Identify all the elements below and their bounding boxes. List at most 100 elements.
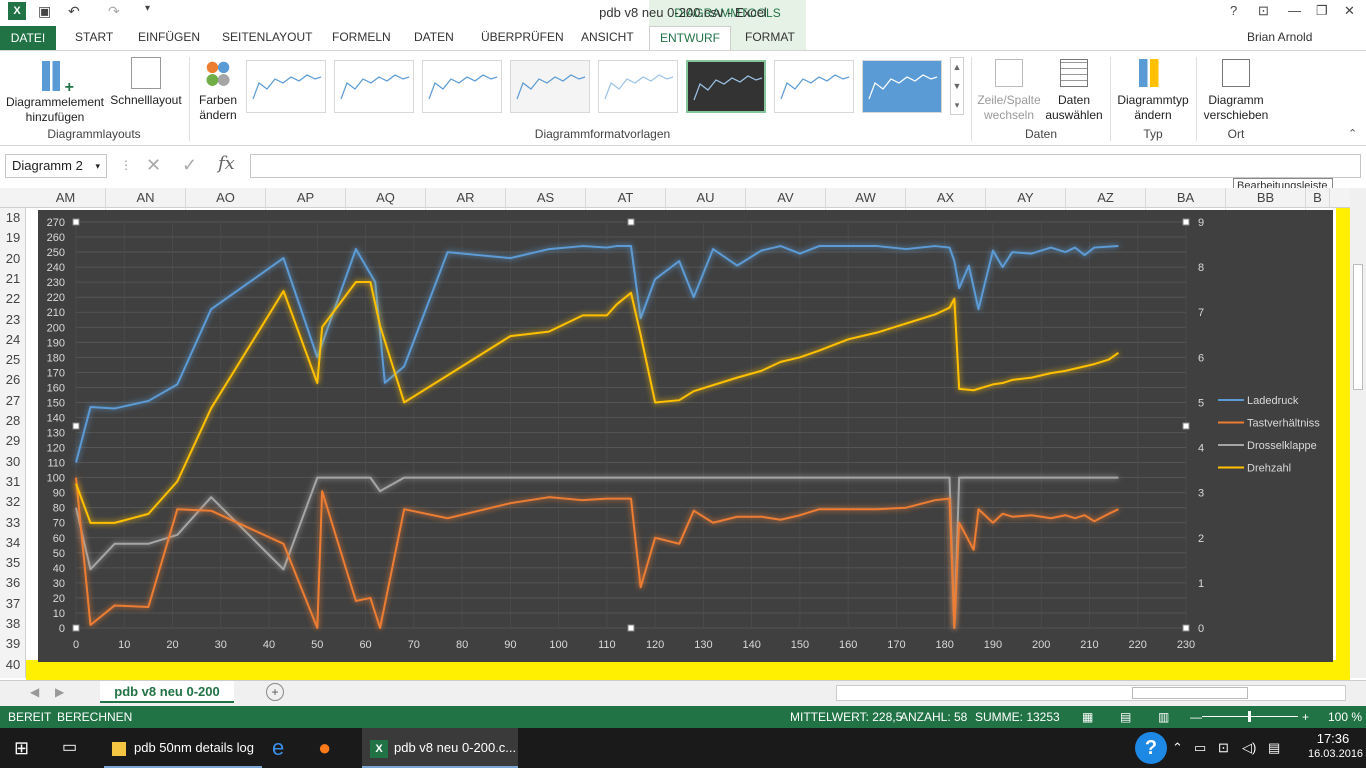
row-header[interactable]: 28 xyxy=(5,413,21,428)
tab-insert[interactable]: EINFÜGEN xyxy=(138,30,201,44)
column-header[interactable]: AO xyxy=(186,188,266,208)
prev-sheet-icon[interactable]: ◀ xyxy=(30,685,40,699)
chart[interactable]: 0 10 20 30 40 50 60 70 80 90 100 110 120 130 140 150 160… xyxy=(38,210,1333,662)
tab-page-layout[interactable]: SEITENLAYOUT xyxy=(222,30,313,44)
clock[interactable]: 17:36 16.03.2016 xyxy=(1308,731,1364,761)
network-icon[interactable]: ⊡ xyxy=(1218,740,1229,755)
page-layout-view-icon[interactable]: ▤ xyxy=(1120,710,1132,724)
tray-chevron-icon[interactable]: ⌃ xyxy=(1172,740,1183,755)
column-header[interactable]: AT xyxy=(586,188,666,208)
series-line-ladedruck[interactable] xyxy=(75,245,1119,463)
taskbar-item-folder[interactable]: pdb 50nm details log xyxy=(104,728,262,768)
zoom-out-icon[interactable]: — xyxy=(1190,710,1202,724)
column-header[interactable]: BA xyxy=(1146,188,1226,208)
plot-area-handle[interactable] xyxy=(72,218,80,226)
row-header[interactable]: 26 xyxy=(5,372,21,388)
plot-area-handle[interactable] xyxy=(627,218,635,226)
tab-design[interactable]: ENTWURF xyxy=(649,26,731,50)
notification-icon[interactable]: ▤ xyxy=(1268,740,1281,755)
row-header[interactable]: 37 xyxy=(5,595,21,611)
enter-icon[interactable]: ✓ xyxy=(182,155,198,175)
row-header[interactable]: 22 xyxy=(5,291,21,307)
chart-style-thumbnail[interactable] xyxy=(598,60,678,113)
gallery-scroll[interactable]: ▲ ▼ ▾ xyxy=(950,57,964,115)
plot-area-handle[interactable] xyxy=(1182,624,1190,632)
move-chart-button[interactable]: Diagramm verschieben xyxy=(1198,59,1274,123)
plot-area-handle[interactable] xyxy=(1182,218,1190,226)
row-header[interactable]: 18 xyxy=(5,210,21,225)
internet-explorer-icon[interactable]: e xyxy=(272,735,285,760)
row-header[interactable]: 19 xyxy=(5,230,21,246)
switch-row-column-button[interactable]: Zeile/Spalte wechseln xyxy=(974,59,1044,123)
vertical-scrollbar[interactable] xyxy=(1350,188,1366,678)
row-header[interactable]: 25 xyxy=(5,352,21,368)
ribbon-display-icon[interactable]: ⊡ xyxy=(1258,3,1269,18)
save-icon[interactable]: ▣ xyxy=(38,3,52,19)
chart-style-thumbnail[interactable] xyxy=(686,60,766,113)
battery-icon[interactable]: ▭ xyxy=(1194,740,1207,755)
plot-area-handle[interactable] xyxy=(1182,422,1190,430)
column-header[interactable]: AS xyxy=(506,188,586,208)
change-chart-type-button[interactable]: Diagrammtyp ändern xyxy=(1112,59,1194,123)
row-header[interactable]: 20 xyxy=(5,250,21,266)
series-line-tast[interactable] xyxy=(75,477,1119,629)
add-sheet-icon[interactable]: + xyxy=(266,683,284,701)
zoom-level[interactable]: 100 % xyxy=(1328,710,1363,724)
column-header[interactable]: AX xyxy=(906,188,986,208)
tab-view[interactable]: ANSICHT xyxy=(581,30,634,44)
help-icon[interactable]: ? xyxy=(1230,3,1238,18)
customize-qat-icon[interactable]: ▾ xyxy=(145,3,151,14)
chart-style-thumbnail[interactable] xyxy=(774,60,854,113)
column-header[interactable]: AN xyxy=(106,188,186,208)
undo-icon[interactable]: ↶ xyxy=(68,3,80,19)
add-chart-element-button[interactable]: + Diagrammelement hinzufügen xyxy=(4,61,106,125)
start-icon[interactable]: ⊞ xyxy=(14,738,30,758)
change-colors-button[interactable]: Farben ändern xyxy=(192,59,244,123)
tab-data[interactable]: DATEN xyxy=(414,30,454,44)
tab-format[interactable]: FORMAT xyxy=(745,30,795,44)
column-header[interactable]: AW xyxy=(826,188,906,208)
column-header[interactable]: AY xyxy=(986,188,1066,208)
user-account[interactable]: Brian Arnold xyxy=(1247,30,1313,44)
column-header[interactable]: AU xyxy=(666,188,746,208)
close-icon[interactable]: ✕ xyxy=(1344,3,1355,18)
sheet-tab[interactable]: pdb v8 neu 0-200 xyxy=(100,681,234,703)
row-header[interactable]: 33 xyxy=(5,514,21,530)
row-header[interactable]: 30 xyxy=(5,453,21,469)
collapse-ribbon-icon[interactable]: ⌃ xyxy=(1348,128,1358,140)
minimize-icon[interactable]: — xyxy=(1288,3,1301,18)
row-header[interactable]: 23 xyxy=(5,311,21,327)
row-header[interactable]: 21 xyxy=(5,270,21,286)
plot-area-handle[interactable] xyxy=(72,422,80,430)
row-header[interactable]: 40 xyxy=(5,656,21,672)
row-header[interactable]: 31 xyxy=(5,473,21,489)
tab-file[interactable]: DATEI xyxy=(0,26,56,50)
column-header[interactable]: AZ xyxy=(1066,188,1146,208)
chart-style-thumbnail[interactable] xyxy=(862,60,942,113)
plot-area-handle[interactable] xyxy=(72,624,80,632)
select-data-button[interactable]: Daten auswählen xyxy=(1044,59,1104,123)
restore-icon[interactable]: ❐ xyxy=(1316,3,1328,18)
zoom-in-icon[interactable]: + xyxy=(1302,710,1310,724)
tab-formulas[interactable]: FORMELN xyxy=(332,30,391,44)
tab-start[interactable]: START xyxy=(75,30,114,44)
normal-view-icon[interactable]: ▦ xyxy=(1082,710,1094,724)
column-header[interactable]: AR xyxy=(426,188,506,208)
quick-layout-button[interactable]: Schnelllayout xyxy=(108,57,184,108)
cancel-icon[interactable]: ✕ xyxy=(146,155,162,175)
redo-icon[interactable]: ↷ xyxy=(108,3,120,19)
row-header[interactable]: 32 xyxy=(5,494,21,510)
task-view-icon[interactable]: ▭ xyxy=(62,739,78,756)
row-header[interactable]: 24 xyxy=(5,331,21,347)
column-header[interactable]: AV xyxy=(746,188,826,208)
formula-input[interactable] xyxy=(250,154,1361,178)
firefox-icon[interactable]: ● xyxy=(318,735,332,760)
volume-icon[interactable]: ◁) xyxy=(1242,740,1257,755)
row-header[interactable]: 29 xyxy=(5,433,21,449)
column-header[interactable]: B xyxy=(1306,188,1330,208)
chart-style-thumbnail[interactable] xyxy=(246,60,326,113)
help-assistant-icon[interactable]: ? xyxy=(1135,732,1167,764)
tab-review[interactable]: ÜBERPRÜFEN xyxy=(481,30,564,44)
column-header[interactable]: BB xyxy=(1226,188,1306,208)
